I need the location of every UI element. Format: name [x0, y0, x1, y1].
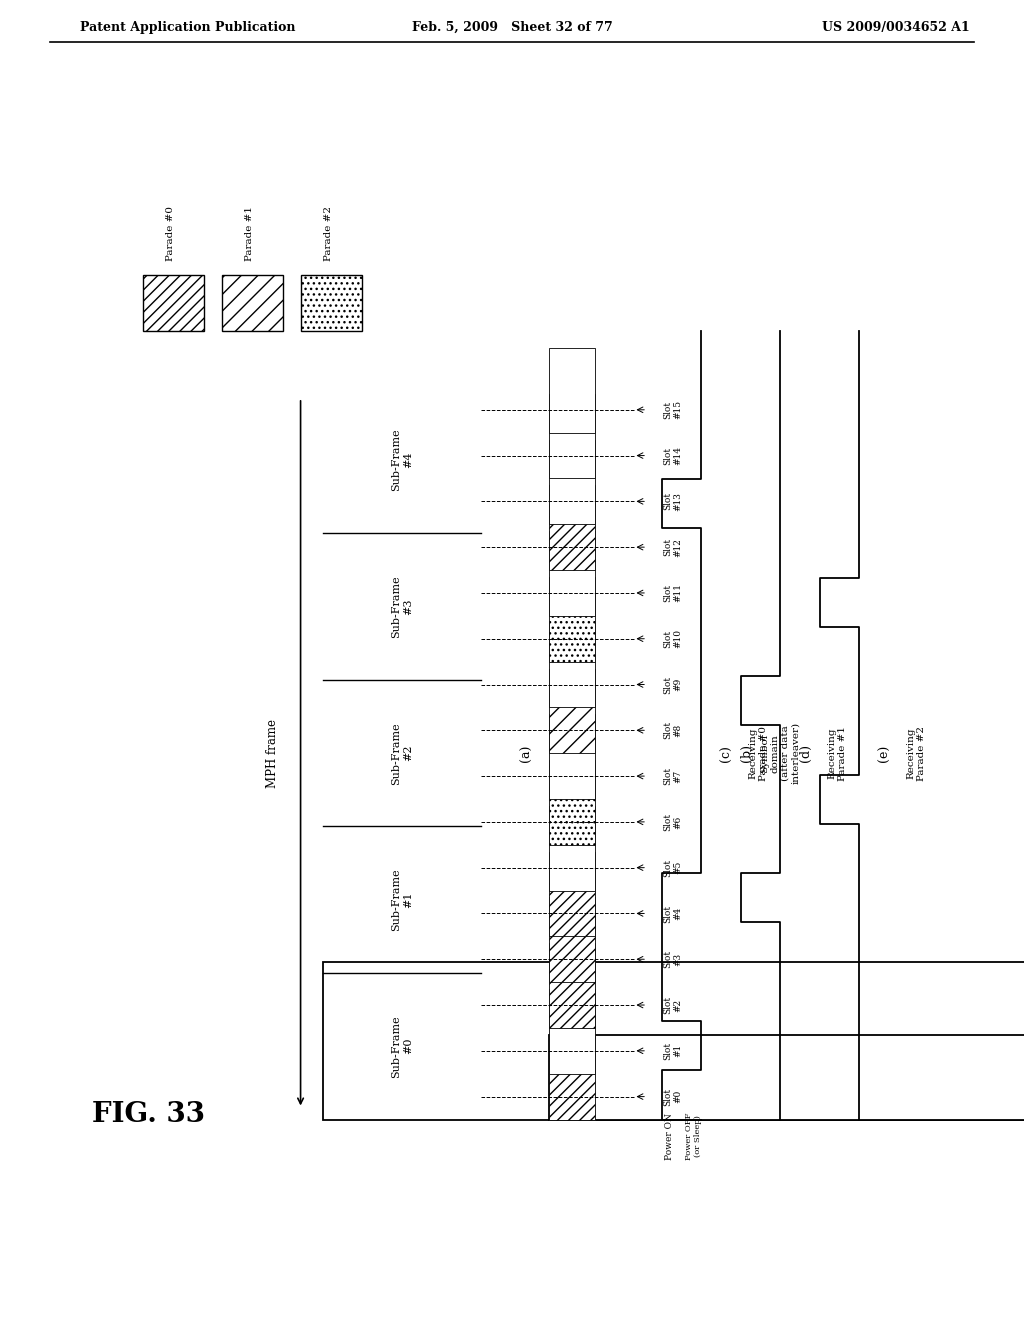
- Text: Power OFF
(or Sleep): Power OFF (or Sleep): [685, 1113, 701, 1160]
- Text: Slot
#10: Slot #10: [664, 630, 683, 648]
- Bar: [549, 486, 595, 570]
- Text: Patent Application Publication: Patent Application Publication: [80, 21, 296, 33]
- Bar: [549, 393, 595, 478]
- Bar: [221, 275, 283, 331]
- Bar: [549, 440, 595, 524]
- Text: MPH frame: MPH frame: [266, 718, 279, 788]
- Text: Slot
#11: Slot #11: [664, 583, 683, 602]
- Text: Parade #2: Parade #2: [325, 206, 333, 261]
- Text: Slot
#7: Slot #7: [664, 767, 683, 785]
- Bar: [324, 961, 1024, 1119]
- Text: US 2009/0034652 A1: US 2009/0034652 A1: [822, 21, 970, 33]
- Text: Feb. 5, 2009   Sheet 32 of 77: Feb. 5, 2009 Sheet 32 of 77: [412, 21, 612, 33]
- Text: Slot
#6: Slot #6: [664, 813, 683, 832]
- Text: (d): (d): [799, 744, 812, 762]
- Bar: [549, 623, 595, 708]
- Text: Symbol
domain
(after data
interleaver): Symbol domain (after data interleaver): [760, 722, 801, 784]
- Text: Slot
#2: Slot #2: [664, 997, 683, 1014]
- Text: Slot
#14: Slot #14: [664, 446, 683, 465]
- Bar: [549, 989, 595, 1073]
- Text: Slot
#8: Slot #8: [664, 721, 683, 739]
- Text: FIG. 33: FIG. 33: [91, 1101, 205, 1129]
- Bar: [549, 668, 595, 754]
- Text: Parade #0: Parade #0: [166, 206, 175, 261]
- Bar: [549, 1035, 1024, 1119]
- Bar: [301, 275, 361, 331]
- Text: Parade #1: Parade #1: [246, 206, 254, 261]
- Text: Slot
#13: Slot #13: [664, 492, 683, 511]
- Text: Sub-Frame
#1: Sub-Frame #1: [391, 869, 413, 931]
- Text: Sub-Frame
#0: Sub-Frame #0: [391, 1015, 413, 1077]
- Text: (e): (e): [879, 744, 891, 762]
- Text: (b): (b): [740, 744, 753, 762]
- Bar: [549, 944, 595, 1028]
- Text: Sub-Frame
#3: Sub-Frame #3: [391, 576, 413, 638]
- Text: (a): (a): [520, 744, 532, 762]
- Text: Power ON: Power ON: [666, 1113, 674, 1159]
- Text: Slot
#9: Slot #9: [664, 676, 683, 693]
- Text: (c): (c): [720, 744, 733, 762]
- Text: Slot
#1: Slot #1: [664, 1041, 683, 1060]
- Bar: [549, 531, 595, 616]
- Bar: [549, 714, 595, 799]
- Text: Receiving
Parade #0: Receiving Parade #0: [749, 726, 768, 780]
- Bar: [549, 760, 595, 845]
- Bar: [142, 275, 204, 331]
- Text: Slot
#0: Slot #0: [664, 1088, 683, 1106]
- Bar: [549, 851, 595, 936]
- Bar: [549, 807, 595, 891]
- Text: Sub-Frame
#4: Sub-Frame #4: [391, 429, 413, 491]
- Text: Slot
#3: Slot #3: [664, 950, 683, 969]
- Text: Receiving
Parade #1: Receiving Parade #1: [827, 726, 847, 780]
- Text: Slot
#12: Slot #12: [664, 537, 683, 557]
- Bar: [549, 1035, 595, 1119]
- Bar: [549, 898, 595, 982]
- Bar: [549, 348, 595, 433]
- Text: Slot
#15: Slot #15: [664, 400, 683, 420]
- Bar: [549, 577, 595, 661]
- Text: Slot
#5: Slot #5: [664, 858, 683, 876]
- Text: Receiving
Parade #2: Receiving Parade #2: [906, 726, 926, 780]
- Text: Sub-Frame
#2: Sub-Frame #2: [391, 722, 413, 784]
- Text: Slot
#4: Slot #4: [664, 904, 683, 923]
